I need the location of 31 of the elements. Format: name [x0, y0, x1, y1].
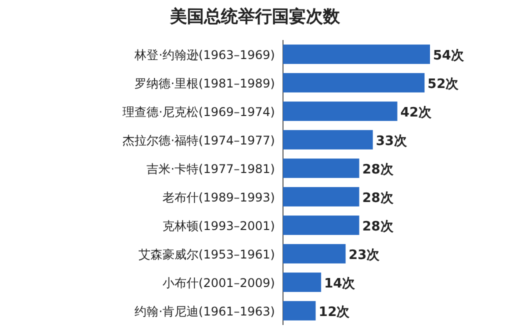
bar — [283, 216, 360, 235]
y-tick-label: 理查德·尼克松(1969–1974) — [122, 104, 275, 119]
bar — [283, 44, 430, 64]
bar — [283, 130, 373, 150]
data-label: 28次 — [362, 219, 394, 234]
data-label: 28次 — [362, 190, 394, 206]
bar — [283, 102, 398, 121]
y-tick-label: 艾森豪威尔(1953–1961) — [138, 247, 275, 262]
bar — [283, 73, 425, 92]
bar — [283, 301, 316, 320]
y-tick-label: 杰拉尔德·福特(1974–1977) — [122, 133, 275, 148]
chart-title: 美国总统举行国宴次数 — [169, 7, 341, 27]
data-label: 52次 — [428, 76, 460, 92]
bar — [283, 187, 360, 206]
data-label: 33次 — [376, 134, 408, 149]
y-tick-label: 老布什(1989–1993) — [162, 190, 275, 204]
data-label: 14次 — [324, 276, 356, 292]
data-label: 28次 — [362, 162, 394, 178]
y-tick-label: 林登·约翰逊(1963–1969) — [134, 48, 275, 62]
bar — [283, 244, 346, 264]
y-tick-label: 约翰·肯尼迪(1961–1963) — [134, 304, 275, 318]
data-label: 42次 — [400, 105, 432, 120]
data-label: 23次 — [348, 248, 381, 263]
y-tick-label: 小布什(2001–2009) — [162, 276, 275, 290]
y-tick-label: 克林顿(1993–2001) — [162, 218, 275, 233]
bar — [283, 272, 322, 292]
data-label: 12次 — [318, 304, 351, 320]
bar — [283, 158, 360, 178]
y-tick-label: 吉米·卡特(1977–1981) — [146, 162, 275, 176]
y-tick-label: 罗纳德·里根(1981–1989) — [134, 76, 275, 90]
data-label: 54次 — [433, 48, 466, 64]
